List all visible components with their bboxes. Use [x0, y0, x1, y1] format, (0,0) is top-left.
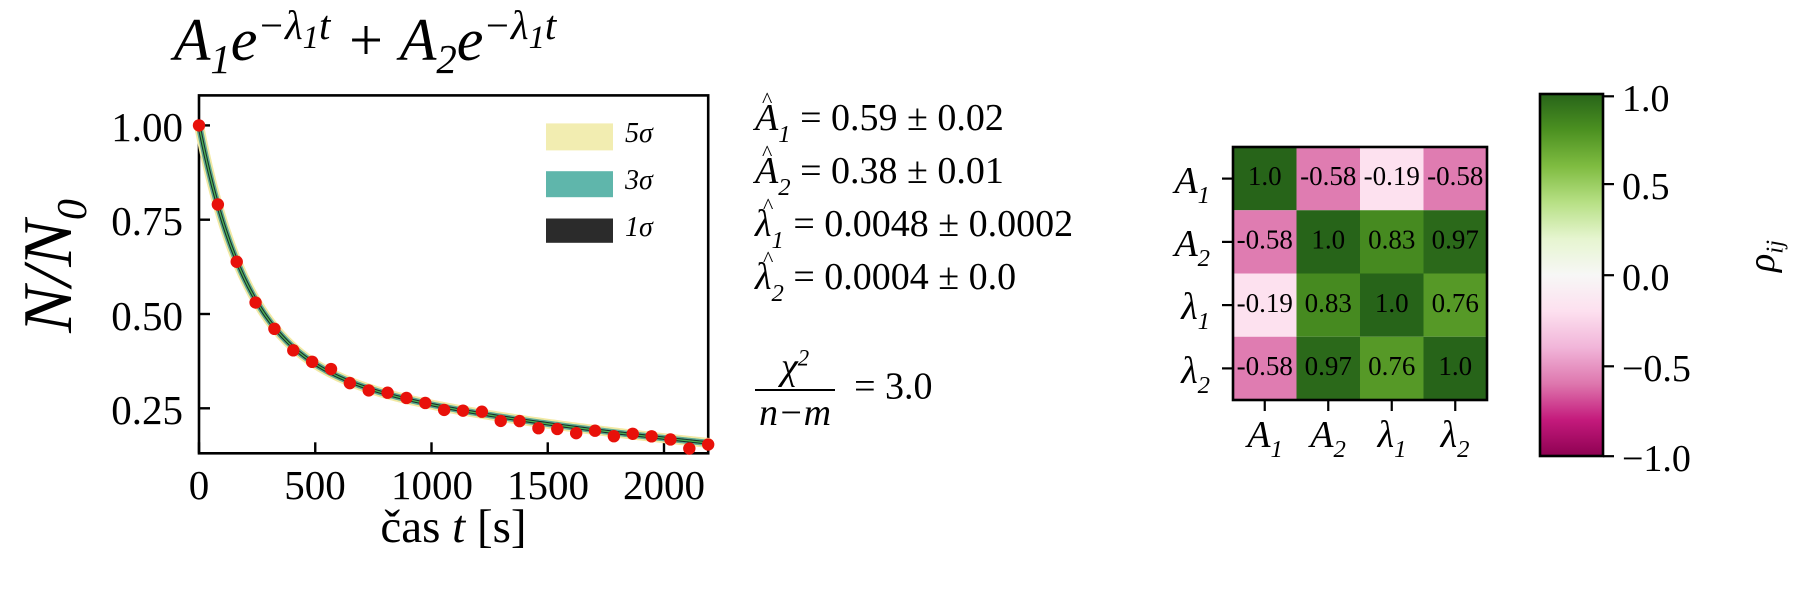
svg-text:0.83: 0.83 [1368, 225, 1415, 255]
svg-text:1.0: 1.0 [1248, 161, 1282, 191]
svg-text:1.0: 1.0 [1438, 351, 1472, 381]
svg-text:-0.58: -0.58 [1237, 225, 1293, 255]
svg-text:-0.19: -0.19 [1237, 288, 1293, 318]
svg-text:1.0: 1.0 [1375, 288, 1409, 318]
svg-text:-0.58: -0.58 [1300, 161, 1356, 191]
svg-text:-0.19: -0.19 [1364, 161, 1420, 191]
svg-text:-0.58: -0.58 [1427, 161, 1483, 191]
svg-text:0.97: 0.97 [1305, 351, 1352, 381]
svg-text:0.76: 0.76 [1432, 288, 1479, 318]
svg-text:-0.58: -0.58 [1237, 351, 1293, 381]
svg-text:1.0: 1.0 [1311, 225, 1345, 255]
svg-text:0.83: 0.83 [1305, 288, 1352, 318]
svg-text:0.97: 0.97 [1432, 225, 1479, 255]
svg-text:0.76: 0.76 [1368, 351, 1415, 381]
